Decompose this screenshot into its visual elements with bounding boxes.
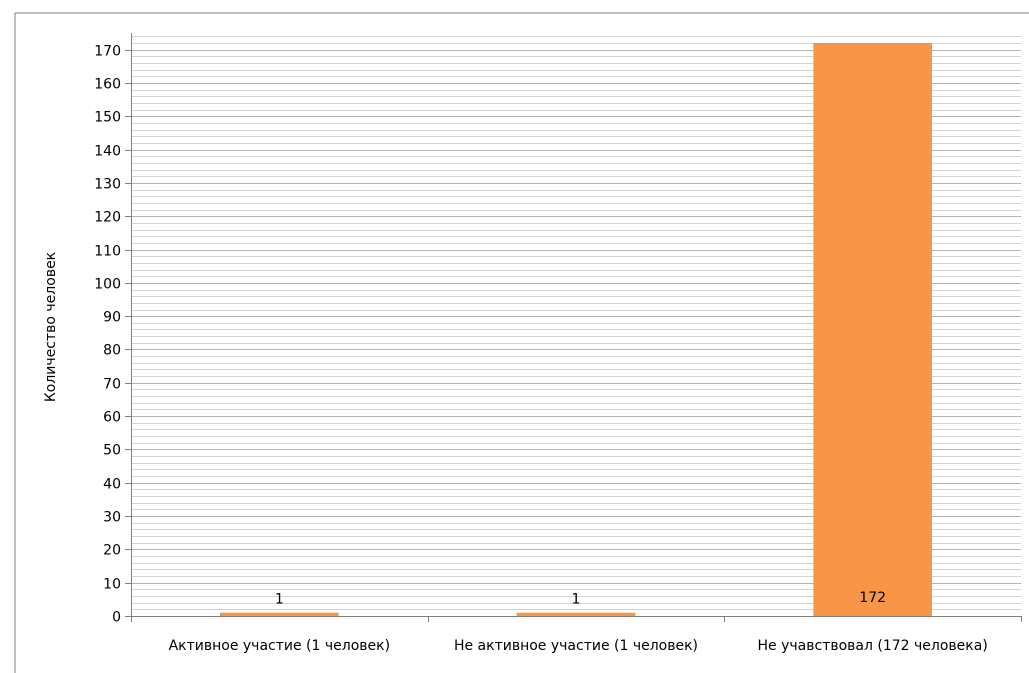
y-tick-label: 10 xyxy=(103,577,121,593)
y-tick-label: 170 xyxy=(94,44,121,60)
y-tick-label: 50 xyxy=(103,443,121,459)
data-label: 1 xyxy=(572,592,581,608)
y-tick-label: 60 xyxy=(103,410,121,426)
bar xyxy=(813,42,932,617)
y-tick-label: 30 xyxy=(103,510,121,526)
y-tick-label: 140 xyxy=(94,144,121,160)
y-tick-label: 110 xyxy=(94,244,121,260)
x-tick-label: Не учавствовал (172 человека) xyxy=(758,638,988,654)
labels: 0 10 20 30 40 50 60 70 80 90 100 110 120 130 140 150 160… xyxy=(94,44,988,655)
data-label: 172 xyxy=(859,590,886,606)
y-tick-label: 80 xyxy=(103,343,121,359)
bar xyxy=(516,612,636,616)
y-tick-label: 150 xyxy=(94,110,121,126)
bar xyxy=(220,612,339,616)
data-label: 1 xyxy=(275,592,284,608)
y-tick-label: 40 xyxy=(103,477,121,493)
y-tick-label: 0 xyxy=(112,610,121,626)
axes xyxy=(125,33,1022,622)
y-tick-label: 20 xyxy=(103,543,121,559)
y-tick-label: 70 xyxy=(103,377,121,393)
bars xyxy=(220,42,932,617)
y-tick-label: 120 xyxy=(94,210,121,226)
y-axis-title: Количество человек xyxy=(43,252,59,402)
y-tick-label: 90 xyxy=(103,310,121,326)
y-tick-label: 160 xyxy=(94,77,121,93)
x-tick-label: Не активное участие (1 человек) xyxy=(454,638,698,654)
y-tick-label: 100 xyxy=(94,277,121,293)
x-tick-label: Активное участие (1 человек) xyxy=(169,638,390,654)
y-tick-label: 130 xyxy=(94,177,121,193)
